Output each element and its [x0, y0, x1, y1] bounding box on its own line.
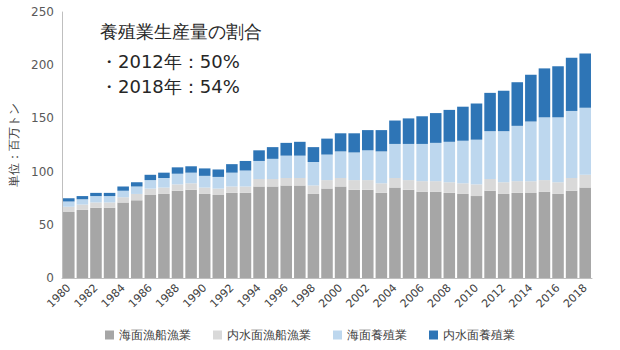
- svg-text:0: 0: [46, 271, 54, 285]
- svg-text:1988: 1988: [153, 281, 182, 310]
- svg-text:100: 100: [31, 165, 54, 179]
- svg-text:1996: 1996: [262, 281, 291, 310]
- svg-text:内水面養殖業: 内水面養殖業: [443, 328, 515, 342]
- svg-text:・2012年：50%: ・2012年：50%: [100, 51, 240, 72]
- svg-text:2002: 2002: [343, 281, 372, 310]
- svg-text:・2018年：54%: ・2018年：54%: [100, 76, 240, 97]
- svg-text:2006: 2006: [398, 281, 427, 310]
- svg-text:1986: 1986: [126, 281, 155, 310]
- svg-text:1984: 1984: [99, 281, 128, 310]
- svg-text:海面養殖業: 海面養殖業: [347, 328, 407, 342]
- svg-text:2016: 2016: [534, 281, 563, 310]
- svg-text:2010: 2010: [452, 281, 481, 310]
- svg-text:50: 50: [39, 218, 54, 232]
- svg-text:1980: 1980: [44, 281, 73, 310]
- svg-text:2012: 2012: [479, 281, 508, 310]
- svg-text:1982: 1982: [72, 281, 101, 310]
- svg-text:養殖業生産量の割合: 養殖業生産量の割合: [100, 21, 262, 42]
- svg-text:2018: 2018: [561, 281, 590, 310]
- svg-text:単位：百万トン: 単位：百万トン: [7, 103, 21, 187]
- svg-text:150: 150: [31, 111, 54, 125]
- svg-text:1998: 1998: [289, 281, 318, 310]
- svg-text:1990: 1990: [180, 281, 209, 310]
- svg-text:1994: 1994: [235, 281, 264, 310]
- svg-text:海面漁船漁業: 海面漁船漁業: [119, 328, 191, 342]
- svg-text:2000: 2000: [316, 281, 345, 310]
- svg-text:2004: 2004: [371, 281, 400, 310]
- svg-text:1992: 1992: [207, 281, 236, 310]
- svg-text:内水面漁船漁業: 内水面漁船漁業: [227, 328, 311, 342]
- svg-text:250: 250: [31, 5, 54, 19]
- svg-text:200: 200: [31, 58, 54, 72]
- svg-text:2014: 2014: [506, 281, 535, 310]
- svg-text:2008: 2008: [425, 281, 454, 310]
